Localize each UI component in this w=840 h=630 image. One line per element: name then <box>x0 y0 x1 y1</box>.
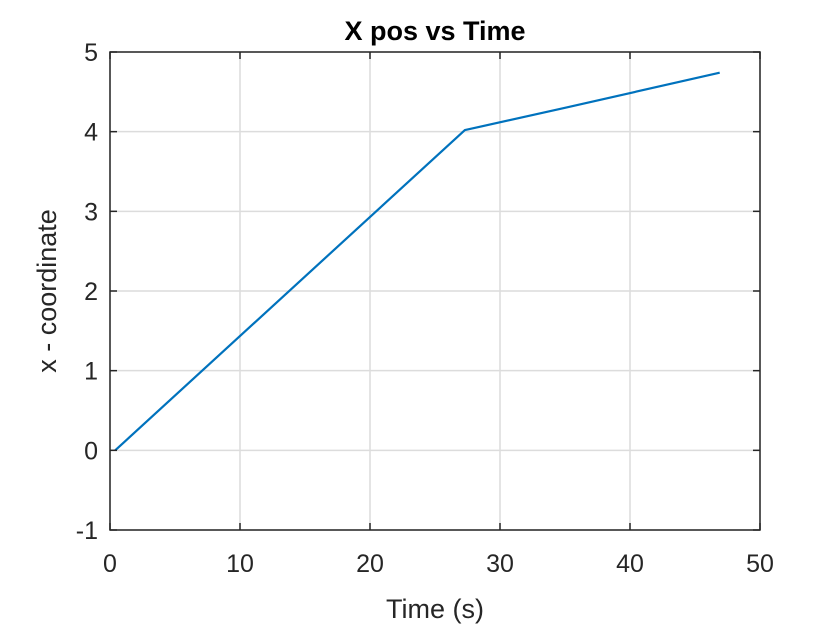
y-tick-label: 5 <box>84 39 98 67</box>
x-tick-label: 40 <box>616 550 644 578</box>
y-tick-label: 4 <box>84 119 98 147</box>
y-axis-label: x - coordinate <box>32 209 62 373</box>
series-line <box>114 71 720 452</box>
x-tick-label: 20 <box>356 550 384 578</box>
chart-title: X pos vs Time <box>344 16 525 46</box>
x-axis-label: Time (s) <box>386 594 484 624</box>
x-tick-label: 50 <box>746 550 774 578</box>
x-tick-label: 0 <box>103 550 117 578</box>
x-tick-label: 30 <box>486 550 514 578</box>
series-layer <box>114 71 720 452</box>
x-tick-label: 10 <box>226 550 254 578</box>
grid <box>109 51 761 531</box>
y-tick-label: 3 <box>84 198 98 226</box>
y-tick-label: 2 <box>84 278 98 306</box>
y-tick-label: 1 <box>84 358 98 386</box>
y-tick-label: 0 <box>84 437 98 465</box>
y-tick-label: -1 <box>76 517 98 545</box>
